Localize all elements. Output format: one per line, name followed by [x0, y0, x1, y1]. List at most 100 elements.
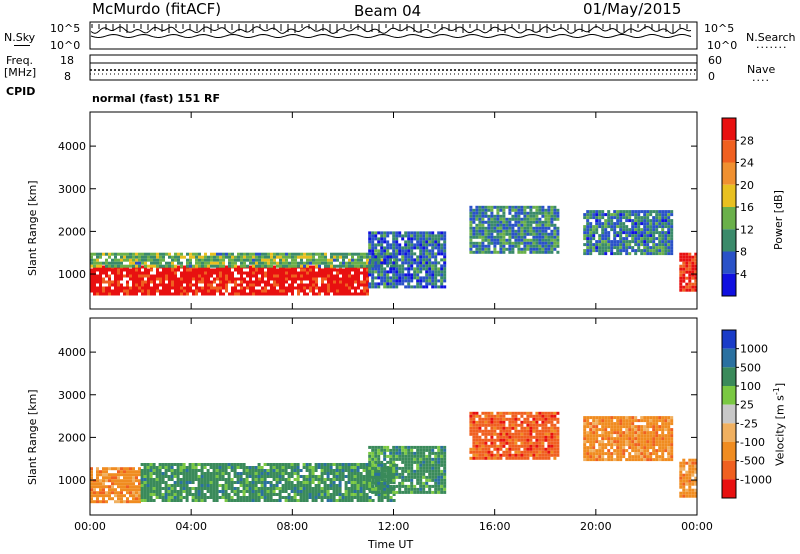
- data-cell: [368, 240, 372, 244]
- data-cell: [434, 460, 438, 464]
- data-cell: [499, 432, 503, 436]
- data-cell: [604, 419, 608, 423]
- data-cell: [363, 252, 366, 256]
- data-cell: [550, 453, 554, 457]
- data-cell: [188, 475, 192, 478]
- data-cell: [532, 429, 536, 433]
- data-cell: [395, 249, 399, 253]
- data-cell: [287, 487, 291, 490]
- data-cell: [198, 255, 201, 259]
- data-cell: [126, 283, 129, 287]
- data-cell: [637, 225, 641, 229]
- data-cell: [655, 252, 659, 256]
- data-cell: [144, 255, 147, 259]
- data-cell: [282, 280, 285, 284]
- data-cell: [375, 252, 378, 256]
- data-cell: [586, 419, 590, 423]
- data-cell: [469, 211, 473, 215]
- data-cell: [96, 264, 99, 268]
- data-cell: [297, 261, 300, 265]
- data-cell: [643, 458, 647, 462]
- data-cell: [362, 475, 366, 478]
- data-cell: [129, 261, 132, 265]
- data-cell: [392, 276, 396, 280]
- data-cell: [649, 252, 653, 256]
- data-cell: [583, 431, 587, 435]
- data-cell: [646, 216, 650, 220]
- data-cell: [96, 289, 99, 293]
- data-cell: [380, 478, 384, 481]
- data-cell: [607, 440, 611, 444]
- data-cell: [272, 499, 276, 502]
- data-cell: [553, 217, 557, 221]
- data-cell: [631, 434, 635, 438]
- data-cell: [520, 226, 524, 230]
- data-cell: [437, 273, 441, 277]
- data-cell: [146, 463, 150, 466]
- data-cell: [194, 466, 198, 469]
- data-cell: [236, 481, 240, 484]
- data-cell: [392, 466, 396, 470]
- data-cell: [360, 255, 363, 259]
- data-cell: [102, 286, 105, 290]
- data-cell: [165, 277, 168, 281]
- data-cell: [138, 500, 141, 504]
- data-cell: [324, 292, 327, 296]
- data-cell: [622, 249, 626, 253]
- data-cell: [191, 475, 195, 478]
- data-cell: [398, 490, 402, 494]
- data-cell: [514, 423, 518, 427]
- data-cell: [694, 252, 698, 256]
- data-cell: [646, 434, 650, 438]
- data-cell: [213, 255, 216, 259]
- data-cell: [333, 258, 336, 262]
- data-cell: [342, 264, 345, 268]
- data-cell: [180, 274, 183, 278]
- data-cell: [550, 420, 554, 424]
- data-cell: [386, 472, 390, 476]
- data-cell: [607, 213, 611, 217]
- data-cell: [538, 247, 542, 251]
- data-cell: [93, 268, 96, 272]
- data-cell: [132, 485, 135, 489]
- data-cell: [99, 283, 102, 287]
- data-cell: [616, 252, 620, 256]
- data-cell: [366, 274, 369, 278]
- data-cell: [469, 217, 473, 221]
- data-cell: [263, 463, 267, 466]
- data-cell: [275, 481, 279, 484]
- data-cell: [357, 292, 360, 296]
- data-cell: [177, 280, 180, 284]
- data-cell: [383, 237, 387, 241]
- data-cell: [392, 249, 396, 253]
- data-cell: [634, 252, 638, 256]
- data-cell: [144, 252, 147, 256]
- data-cell: [245, 490, 249, 493]
- data-cell: [102, 277, 105, 281]
- data-cell: [233, 463, 237, 466]
- data-cell: [146, 490, 150, 493]
- data-cell: [275, 499, 279, 502]
- data-cell: [493, 417, 497, 421]
- data-cell: [261, 261, 264, 265]
- data-cell: [511, 414, 515, 418]
- data-cell: [511, 435, 515, 439]
- data-cell: [428, 469, 432, 473]
- data-cell: [257, 475, 261, 478]
- data-cell: [197, 475, 201, 478]
- data-cell: [237, 252, 240, 256]
- data-cell: [538, 220, 542, 224]
- data-cell: [305, 463, 309, 466]
- data-cell: [422, 231, 426, 235]
- data-cell: [419, 267, 423, 271]
- data-cell: [499, 423, 503, 427]
- data-cell: [318, 258, 321, 262]
- data-cell: [114, 268, 117, 272]
- data-cell: [586, 234, 590, 238]
- data-cell: [381, 258, 384, 262]
- data-cell: [296, 490, 300, 493]
- data-cell: [508, 226, 512, 230]
- data-cell: [377, 255, 381, 259]
- data-cell: [320, 463, 324, 466]
- data-cell: [90, 470, 93, 474]
